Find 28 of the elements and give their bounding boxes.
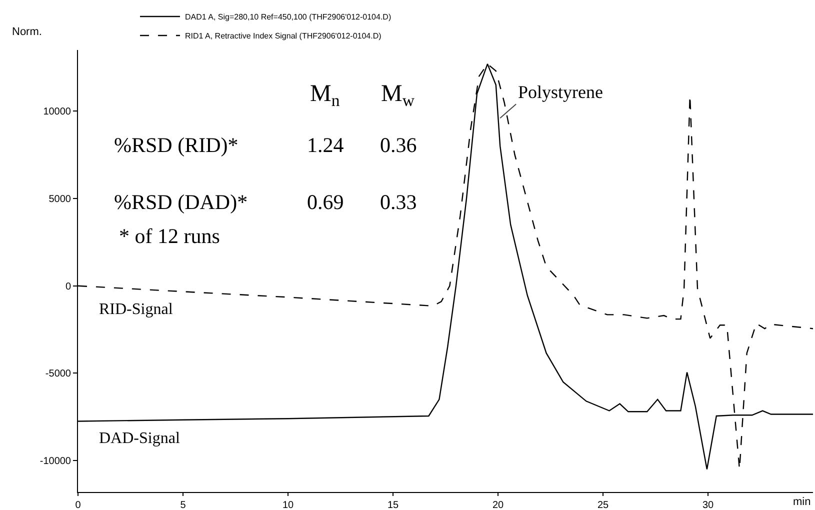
annotation: M$_{n}$ (310, 81, 340, 110)
y-tick-label: 5000 (48, 194, 72, 205)
x-tick-label: 20 (492, 500, 504, 510)
annotation: RID-Signal (99, 301, 174, 318)
annotation: %RSD (RID)* (114, 133, 238, 157)
annotation: 0.36 (380, 133, 417, 157)
annotation: 1.24 (307, 133, 344, 157)
legend-label: DAD1 A, Sig=280,10 Ref=450,100 (THF2906'012-0104.D) (185, 12, 392, 22)
x-tick-label: 10 (282, 500, 294, 510)
annotation: DAD-Signal (99, 430, 180, 447)
y-tick-label: -10000 (40, 456, 72, 468)
x-tick-label: 5 (180, 500, 186, 510)
y-tick-label: 10000 (43, 106, 72, 118)
annotation: Polystyrene (518, 82, 603, 102)
x-tick-label: 15 (387, 500, 399, 510)
x-tick-label: 30 (702, 500, 714, 510)
legend-label: RID1 A, Retractive Index Signal (THF2906'012-0104.D) (185, 32, 382, 41)
y-tick-label: 0 (65, 281, 72, 292)
annotation: 0.33 (380, 190, 417, 214)
x-tick-label: 25 (597, 500, 609, 510)
annotation: M$_{w}$ (381, 81, 416, 110)
annotation: 0.69 (307, 190, 344, 214)
annotation: * of 12 runs (119, 224, 220, 248)
x-tick-label: 0 (75, 500, 82, 510)
y-axis-title: Norm. (12, 26, 42, 38)
y-tick-label: -5000 (45, 368, 72, 380)
x-axis-title: min (793, 496, 811, 508)
annotation: %RSD (DAD)* (114, 190, 248, 214)
